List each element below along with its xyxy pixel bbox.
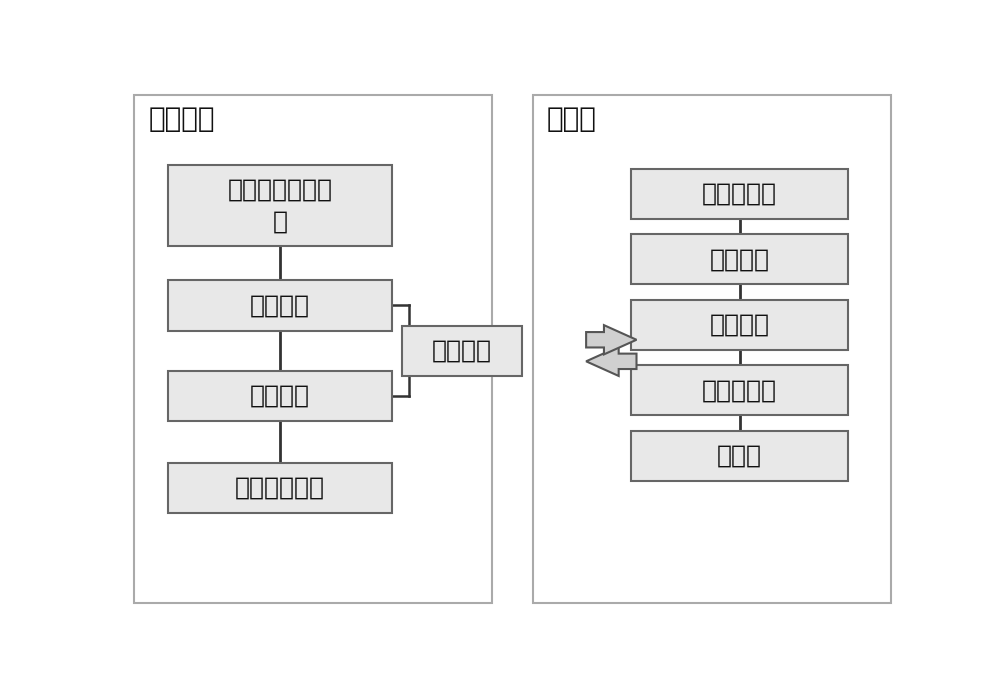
Text: 密钥数据库: 密钥数据库 — [702, 182, 777, 206]
Bar — [631, 300, 848, 350]
Bar — [168, 463, 392, 513]
Text: 拍摄单元: 拍摄单元 — [250, 384, 310, 408]
Text: 网络单元: 网络单元 — [432, 338, 492, 362]
Bar — [402, 325, 522, 375]
Bar — [168, 280, 392, 331]
Text: 全球定位接收单
元: 全球定位接收单 元 — [228, 177, 332, 233]
Text: 工程数据库: 工程数据库 — [702, 378, 777, 402]
Text: 加密单元: 加密单元 — [250, 293, 310, 318]
Bar — [631, 431, 848, 481]
Bar — [631, 169, 848, 219]
Bar — [134, 95, 492, 603]
Text: 比较单元: 比较单元 — [710, 313, 770, 337]
Bar — [631, 234, 848, 284]
Polygon shape — [586, 347, 637, 376]
Text: 照片库: 照片库 — [717, 444, 762, 468]
Bar — [168, 165, 392, 246]
Bar — [168, 371, 392, 421]
Text: 服务器: 服务器 — [547, 105, 596, 132]
Bar — [631, 365, 848, 415]
Text: 信息输入单元: 信息输入单元 — [235, 476, 325, 500]
Bar — [533, 95, 891, 603]
Polygon shape — [586, 325, 637, 354]
Text: 终端设备: 终端设备 — [148, 105, 215, 132]
Text: 解密单元: 解密单元 — [710, 247, 770, 271]
